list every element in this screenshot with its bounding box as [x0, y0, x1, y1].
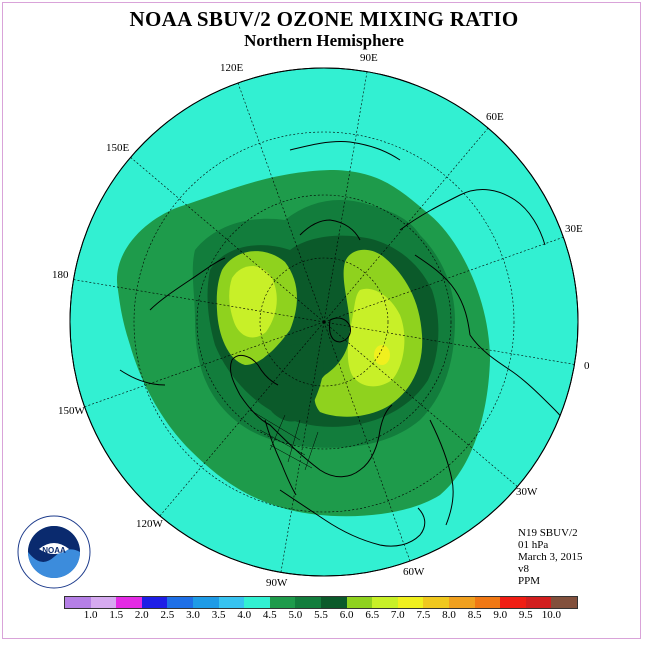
plot-frame: [2, 2, 641, 639]
colorbar-swatch: [525, 597, 552, 608]
graticule: [70, 71, 578, 573]
colorbar-tick-label: 5.5: [314, 609, 328, 621]
colorbar-swatch: [65, 597, 91, 608]
label-120w: 120W: [136, 518, 163, 530]
colorbar-swatch: [269, 597, 296, 608]
colorbar-tick-label: 1.0: [83, 609, 98, 621]
colorbar-swatch: [167, 597, 193, 608]
colorbar-tick-label: 6.5: [365, 609, 380, 621]
colorbar-tick-label: 10.0: [541, 609, 562, 621]
colorbar-swatch: [295, 597, 321, 608]
info-version: v8: [518, 563, 529, 575]
colorbar-swatch: [397, 597, 424, 608]
label-60w: 60W: [403, 566, 425, 578]
colorbar-swatch: [218, 597, 245, 608]
colorbar: [64, 596, 578, 609]
colorbar-tick-label: 1.5: [109, 609, 124, 621]
colorbar-swatch: [320, 597, 347, 608]
colorbar-tick-label: 9.0: [493, 609, 508, 621]
contour-7-0-west: [229, 266, 277, 338]
state-borders: [249, 409, 319, 471]
colorbar-swatch: [346, 597, 373, 608]
colorbar-tick-label: 9.5: [518, 609, 533, 621]
colorbar-tick-label: 8.5: [467, 609, 482, 621]
logo-text: NOAA: [42, 546, 66, 555]
colorbar-swatch: [474, 597, 501, 608]
contour-7-5-spot: [374, 345, 390, 365]
colorbar-tick-label: 4.5: [262, 609, 277, 621]
info-satellite: N19 SBUV/2: [518, 527, 578, 539]
label-90e: 90E: [360, 52, 378, 64]
colorbar-tick-label: 4.0: [237, 609, 252, 621]
colorbar-tick-label: 3.0: [186, 609, 200, 621]
label-30e: 30E: [565, 223, 583, 235]
colorbar-swatch: [500, 597, 526, 608]
info-units: PPM: [518, 575, 541, 587]
colorbar-swatch: [90, 597, 117, 608]
colorbar-tick-label: 3.5: [211, 609, 226, 621]
noaa-logo-icon: NOAA: [17, 515, 91, 589]
colorbar-swatch: [448, 597, 475, 608]
colorbar-swatch: [116, 597, 142, 608]
colorbar-tick-label: 7.0: [390, 609, 405, 621]
contour-6-0-tongue: [260, 344, 324, 422]
label-120e: 120E: [220, 62, 244, 74]
info-block: N19 SBUV/2 01 hPa March 3, 2015 v8 PPM: [518, 527, 582, 587]
contour-7-0-east: [347, 288, 405, 387]
label-180: 180: [52, 269, 69, 281]
label-150w: 150W: [58, 405, 85, 417]
info-date: March 3, 2015: [518, 551, 583, 563]
colorbar-tick-label: 2.5: [160, 609, 175, 621]
colorbar-tick-label: 2.0: [134, 609, 149, 621]
map-title: NOAA SBUV/2 OZONE MIXING RATIO: [129, 7, 519, 31]
label-30w: 30W: [516, 486, 538, 498]
colorbar-swatch: [244, 597, 270, 608]
colorbar-swatch: [192, 597, 219, 608]
map-subtitle: Northern Hemisphere: [244, 31, 404, 50]
label-150e: 150E: [106, 142, 130, 154]
label-90w: 90W: [266, 577, 288, 589]
label-0: 0: [584, 360, 590, 372]
info-level: 01 hPa: [518, 539, 549, 551]
colorbar-swatch: [423, 597, 449, 608]
label-60e: 60E: [486, 111, 504, 123]
colorbar-swatch: [372, 597, 398, 608]
colorbar-swatch: [551, 597, 577, 608]
colorbar-tick-label: 7.5: [416, 609, 431, 621]
colorbar-tick-label: 8.0: [442, 609, 456, 621]
colorbar-tick-label: 5.0: [288, 609, 303, 621]
colorbar-swatch: [141, 597, 168, 608]
colorbar-tick-label: 6.0: [339, 609, 354, 621]
